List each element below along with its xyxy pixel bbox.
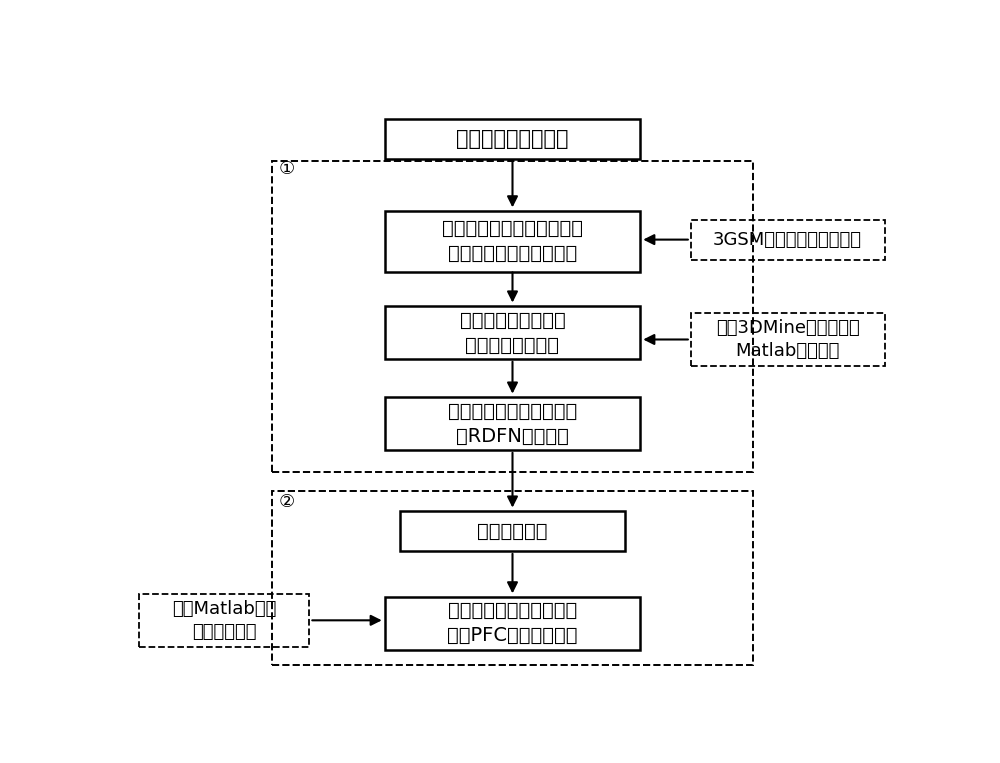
Text: 节理展布可视化几何模型
及RDFN模型构建: 节理展布可视化几何模型 及RDFN模型构建 xyxy=(448,401,577,446)
Bar xyxy=(691,220,885,259)
Bar xyxy=(272,161,753,472)
Bar xyxy=(139,594,309,647)
Text: 建立粗糙离散节理网络颗
粒流PFC数值计算模型: 建立粗糙离散节理网络颗 粒流PFC数值计算模型 xyxy=(447,601,578,645)
Text: ②: ② xyxy=(278,493,294,510)
Text: ①: ① xyxy=(278,159,294,178)
Bar xyxy=(385,597,640,650)
Bar xyxy=(385,211,640,272)
Bar xyxy=(400,511,625,551)
Text: 力学特性分析: 力学特性分析 xyxy=(477,522,548,540)
Bar xyxy=(691,313,885,366)
Bar xyxy=(385,306,640,359)
Bar xyxy=(272,491,753,665)
Text: 基于Matlab数字
图像处理技术: 基于Matlab数字 图像处理技术 xyxy=(172,600,276,641)
Text: 3GSM结构面摄影测量系统: 3GSM结构面摄影测量系统 xyxy=(713,230,862,249)
Text: 现场岩体结构面测量: 现场岩体结构面测量 xyxy=(456,128,569,149)
Text: 揭露表面三维形态重构及粗
糙节理识别、定位、标定: 揭露表面三维形态重构及粗 糙节理识别、定位、标定 xyxy=(442,220,583,263)
Text: 岩体结构面几何形态
空间展布数字表征: 岩体结构面几何形态 空间展布数字表征 xyxy=(460,311,565,355)
Bar xyxy=(385,397,640,450)
Text: 基于3DMine建模系统和
Matlab开发平台: 基于3DMine建模系统和 Matlab开发平台 xyxy=(716,319,860,360)
Bar xyxy=(385,118,640,159)
